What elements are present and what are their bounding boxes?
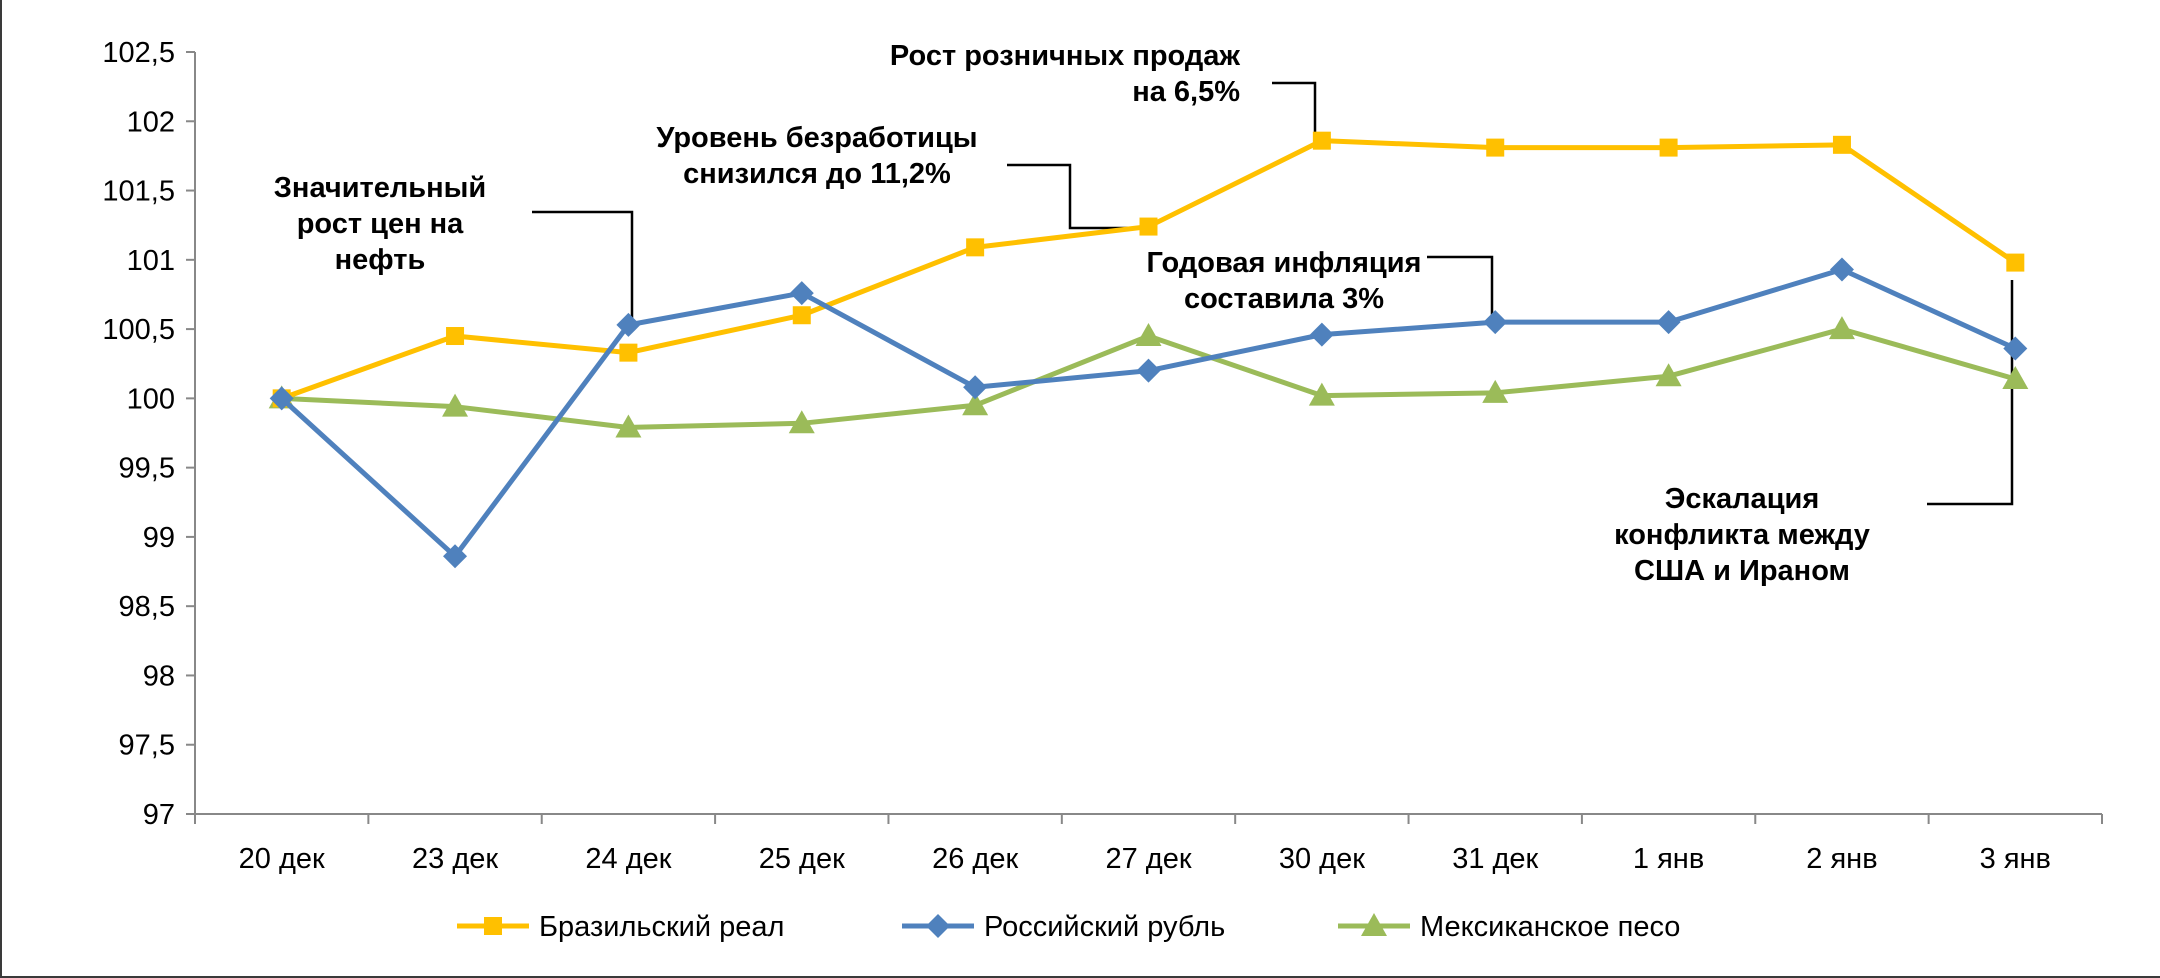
- data-point: [1308, 382, 1335, 406]
- legend-item: Мексиканское песо: [1338, 911, 1680, 943]
- data-point: [1483, 310, 1508, 335]
- legend: Бразильский реал Российский рубль Мексикан…: [457, 911, 1680, 943]
- annotation-line: конфликта между: [1614, 519, 1870, 551]
- data-point: [1486, 138, 1505, 157]
- annotation-text: Рост розничных продаж на 6,5%: [890, 40, 1241, 108]
- annotation-line: Значительный: [274, 172, 486, 204]
- y-ticks: 97 97,5 98 98,5 99 99,5 100 100,5 101 101,5 102 102…: [102, 37, 195, 831]
- annotation-line: Годовая инфляция: [1147, 247, 1422, 279]
- annotation-text: Эскалация конфликта между США и Ираном: [1614, 483, 1870, 587]
- series-2: [268, 316, 2029, 438]
- annotation-text: Уровень безработицы снизился до 11,2%: [656, 122, 977, 190]
- data-point: [615, 414, 642, 438]
- x-tick-label: 23 дек: [412, 843, 498, 875]
- data-point: [1135, 323, 1162, 347]
- annotation-leader-line: [1427, 255, 1494, 318]
- y-tick-label: 101,5: [102, 176, 175, 208]
- annotation-line: снизился до 11,2%: [683, 158, 951, 190]
- data-point: [1136, 358, 1161, 383]
- legend-label: Российский рубль: [984, 911, 1225, 943]
- legend-label: Мексиканское песо: [1420, 911, 1680, 943]
- data-point: [963, 375, 988, 400]
- annotation-line: США и Ираном: [1634, 555, 1850, 587]
- annotation-text: Годовая инфляция составила 3%: [1147, 247, 1422, 315]
- data-point: [446, 327, 465, 346]
- y-tick-label: 98: [143, 660, 175, 692]
- axes: [194, 52, 2102, 815]
- data-point: [616, 312, 641, 337]
- data-point: [962, 392, 989, 416]
- data-point: [1832, 135, 1851, 154]
- series-layer: [268, 131, 2029, 569]
- data-point: [619, 343, 638, 362]
- x-tick-label: 24 дек: [585, 843, 671, 875]
- data-point: [792, 306, 811, 325]
- y-tick-label: 98,5: [119, 591, 175, 623]
- annotation-line: составила 3%: [1184, 283, 1384, 315]
- data-point: [789, 281, 814, 306]
- x-tick-label: 2 янв: [1806, 843, 1877, 875]
- annotation-leader-line: [532, 210, 634, 327]
- legend-swatch-marker: [926, 914, 950, 938]
- data-point: [2002, 365, 2029, 389]
- legend-item: Бразильский реал: [457, 911, 784, 943]
- data-point: [1655, 363, 1682, 387]
- legend-label: Бразильский реал: [539, 911, 784, 943]
- x-tick-label: 26 дек: [932, 843, 1018, 875]
- data-point: [1828, 316, 1855, 340]
- legend-swatch-marker: [1361, 913, 1387, 936]
- y-tick-label: 99: [143, 522, 175, 554]
- data-point: [788, 410, 815, 434]
- x-tick-label: 31 дек: [1452, 843, 1538, 875]
- x-tick-label: 1 янв: [1633, 843, 1704, 875]
- y-tick-label: 100: [127, 383, 175, 415]
- y-tick-label: 97,5: [119, 730, 175, 762]
- y-tick-label: 102: [127, 106, 175, 138]
- data-point: [269, 386, 294, 411]
- annotation-line: Рост розничных продаж: [890, 40, 1241, 72]
- data-point: [2003, 336, 2028, 361]
- data-point: [1659, 138, 1678, 157]
- annotation-line: Эскалация: [1665, 483, 1820, 515]
- annotation-line: Уровень безработицы: [656, 122, 977, 154]
- y-tick-label: 99,5: [119, 453, 175, 485]
- legend-swatch-marker: [484, 917, 502, 935]
- x-tick-label: 30 дек: [1279, 843, 1365, 875]
- data-point: [1656, 310, 1681, 335]
- y-tick-label: 102,5: [102, 37, 175, 69]
- data-point: [1312, 131, 1331, 150]
- annotation-line: рост цен на: [297, 208, 464, 240]
- series-1: [269, 257, 2028, 569]
- data-point: [1139, 217, 1158, 236]
- data-point: [443, 544, 468, 569]
- data-point: [2006, 253, 2025, 272]
- x-tick-label: 3 янв: [1980, 843, 2051, 875]
- y-tick-label: 97: [143, 799, 175, 831]
- y-tick-label: 101: [127, 245, 175, 277]
- annotations: Значительный рост цен на нефть Уровень безр…: [274, 40, 1870, 587]
- x-tick-label: 27 дек: [1105, 843, 1191, 875]
- data-point: [966, 238, 985, 257]
- annotation-leader-line: [1007, 163, 1132, 230]
- annotation-leader-line: [1272, 81, 1317, 140]
- data-point: [442, 393, 469, 417]
- x-tick-label: 25 дек: [759, 843, 845, 875]
- x-ticks: 20 дек 23 дек 24 дек 25 дек 26 дек 27 дек 30 д…: [194, 814, 2103, 875]
- y-tick-label: 100,5: [102, 314, 175, 346]
- data-point: [1482, 379, 1509, 403]
- data-point: [1309, 322, 1334, 347]
- annotation-line: на 6,5%: [1132, 76, 1240, 108]
- x-tick-label: 20 дек: [239, 843, 325, 875]
- legend-item: Российский рубль: [902, 911, 1225, 943]
- annotation-line: нефть: [335, 244, 426, 276]
- annotation-text: Значительный рост цен на нефть: [274, 172, 486, 276]
- data-point: [1829, 257, 1854, 282]
